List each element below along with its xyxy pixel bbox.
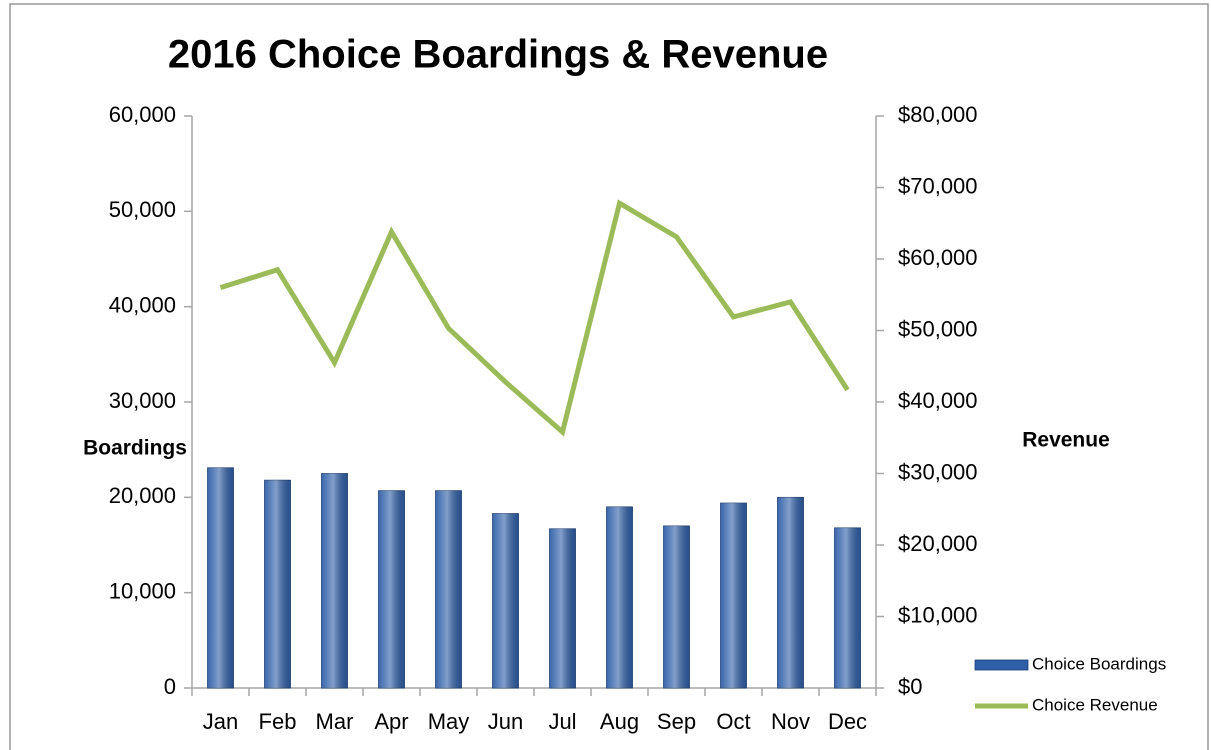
y2-axis-title: Revenue bbox=[1022, 429, 1110, 452]
x-tick-label: Mar bbox=[316, 709, 354, 734]
y2-tick-label: $10,000 bbox=[898, 602, 978, 627]
x-tick-label: May bbox=[428, 709, 470, 734]
legend-label: Choice Boardings bbox=[1032, 654, 1166, 673]
y2-tick-label: $20,000 bbox=[898, 531, 978, 556]
line bbox=[219, 199, 850, 437]
legend-swatch bbox=[974, 659, 1029, 671]
y-tick-label: 30,000 bbox=[109, 388, 176, 413]
x-tick-label: Sep bbox=[657, 709, 696, 734]
y2-tick-label: $70,000 bbox=[898, 173, 978, 198]
bar-shine bbox=[663, 525, 690, 688]
y2-tick-label: $0 bbox=[898, 674, 922, 699]
bar-shine bbox=[435, 490, 462, 688]
frame bbox=[9, 3, 1209, 750]
bar-shine bbox=[777, 497, 804, 688]
legend-label: Choice Revenue bbox=[1032, 695, 1158, 714]
y-tick-label: 40,000 bbox=[109, 292, 176, 317]
bar-shine bbox=[720, 503, 747, 688]
y-tick-label: 60,000 bbox=[109, 102, 176, 127]
y-tick-label: 50,000 bbox=[109, 197, 176, 222]
y-tick-label: 0 bbox=[164, 674, 176, 699]
y2-tick-label: $60,000 bbox=[898, 245, 978, 270]
y-axis-title: Boardings bbox=[83, 437, 187, 460]
y2-tick-label: $40,000 bbox=[898, 388, 978, 413]
x-tick-label: Jul bbox=[548, 709, 576, 734]
x-tick-label: Jun bbox=[488, 709, 523, 734]
x-tick-label: Nov bbox=[771, 709, 810, 734]
x-tick-label: Feb bbox=[259, 709, 297, 734]
x-tick-label: Jan bbox=[203, 709, 238, 734]
bar-shine bbox=[606, 506, 633, 688]
bar-shine bbox=[378, 490, 405, 688]
x-tick-label: Dec bbox=[828, 709, 867, 734]
bar-shine bbox=[549, 528, 576, 688]
x-tick-label: Apr bbox=[374, 709, 408, 734]
chart-title: 2016 Choice Boardings & Revenue bbox=[168, 33, 828, 77]
y2-tick-label: $30,000 bbox=[898, 459, 978, 484]
x-tick-label: Oct bbox=[716, 709, 750, 734]
y-tick-label: 20,000 bbox=[109, 483, 176, 508]
y2-tick-label: $80,000 bbox=[898, 102, 978, 127]
bar-shine bbox=[834, 527, 861, 688]
bar-shine bbox=[264, 480, 291, 688]
bar-shine bbox=[492, 513, 519, 688]
y2-tick-label: $50,000 bbox=[898, 316, 978, 341]
x-tick-label: Aug bbox=[600, 709, 639, 734]
bar-shine bbox=[321, 473, 348, 688]
y-tick-label: 10,000 bbox=[109, 578, 176, 603]
bar-shine bbox=[207, 467, 234, 688]
